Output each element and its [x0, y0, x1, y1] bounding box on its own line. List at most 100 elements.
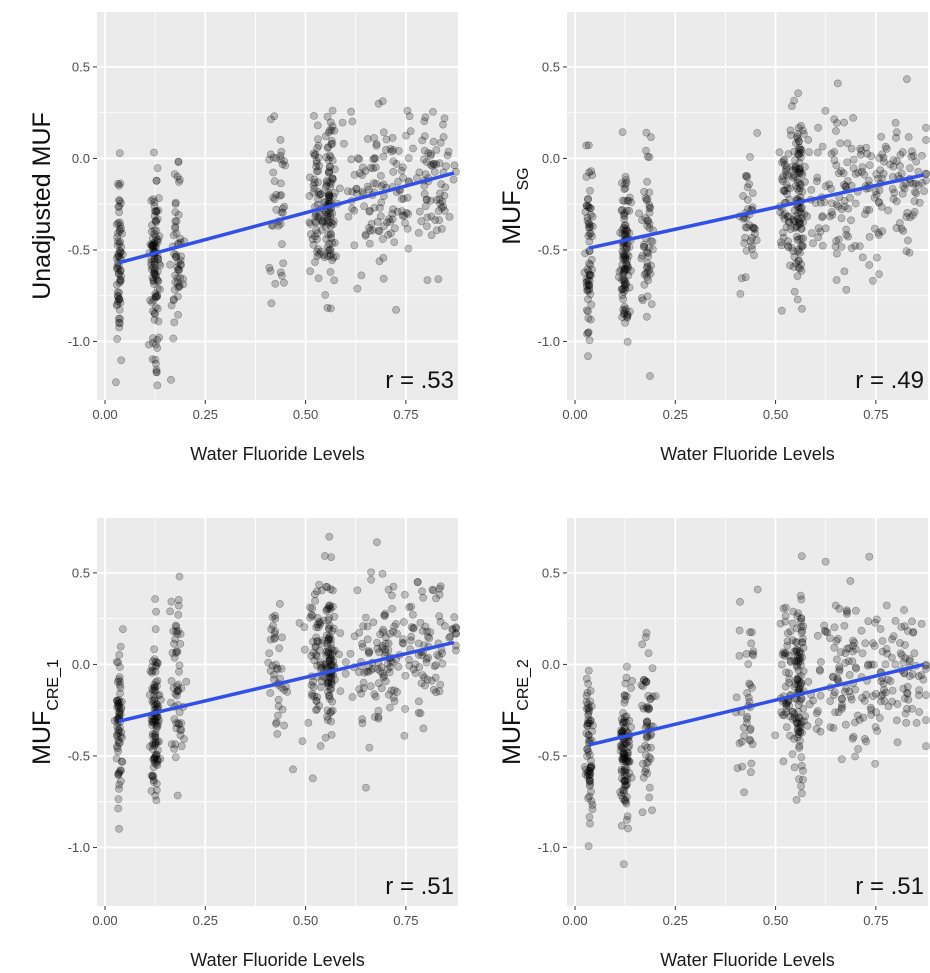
data-point [327, 677, 336, 686]
data-point [441, 183, 450, 192]
data-point [148, 241, 157, 250]
data-point [625, 206, 634, 215]
data-point [315, 580, 323, 589]
data-point [389, 146, 398, 154]
data-point [325, 193, 334, 201]
data-point [896, 162, 904, 170]
data-point [643, 216, 652, 225]
data-point [644, 691, 653, 700]
data-point [832, 200, 841, 209]
data-point [735, 626, 744, 635]
data-point [818, 213, 826, 221]
data-point [640, 243, 649, 251]
data-point [585, 766, 594, 775]
data-point [837, 705, 846, 713]
data-point [781, 617, 790, 626]
data-point [909, 628, 918, 637]
data-point [881, 660, 890, 669]
data-point [778, 158, 786, 167]
data-point [919, 675, 928, 684]
data-point [875, 714, 884, 722]
data-point [587, 787, 595, 796]
data-point [741, 233, 749, 242]
data-point [794, 609, 803, 618]
data-point [172, 647, 181, 655]
data-point [361, 230, 370, 239]
data-point [271, 611, 279, 620]
data-point [330, 646, 339, 655]
data-point [116, 179, 125, 188]
data-point [306, 230, 315, 239]
data-point [327, 680, 336, 688]
data-point [641, 768, 649, 776]
data-point [647, 237, 655, 245]
data-point [620, 716, 629, 725]
data-point [306, 220, 315, 228]
data-point [624, 263, 632, 272]
data-point [864, 660, 873, 669]
data-point [156, 261, 165, 270]
data-point [622, 799, 631, 808]
data-point [620, 698, 629, 707]
data-point [833, 79, 842, 88]
data-point [144, 340, 153, 349]
data-point [268, 661, 277, 670]
data-point [785, 217, 793, 226]
data-point [149, 148, 158, 157]
data-point [153, 291, 162, 300]
data-point [792, 718, 801, 727]
data-point [888, 697, 896, 706]
data-point [269, 670, 278, 679]
data-point [792, 259, 800, 268]
data-point [743, 714, 751, 723]
data-point [308, 235, 317, 244]
data-point [171, 635, 180, 644]
data-point [149, 776, 158, 785]
data-point [150, 683, 159, 691]
data-point [309, 240, 318, 249]
data-point [180, 735, 188, 743]
data-point [363, 622, 372, 631]
data-point [896, 639, 904, 647]
data-point [275, 191, 284, 200]
data-point [313, 693, 321, 701]
data-point [860, 170, 869, 179]
data-point [639, 773, 648, 782]
data-point [641, 633, 650, 642]
data-point [747, 759, 756, 768]
data-point [377, 198, 386, 207]
data-point [644, 249, 652, 257]
data-point [584, 280, 593, 289]
data-point [779, 648, 788, 657]
data-point [346, 649, 355, 658]
data-point [339, 139, 348, 148]
data-point [315, 646, 324, 655]
data-point [327, 654, 335, 663]
data-point [325, 532, 334, 541]
data-point [914, 181, 923, 190]
data-point [621, 278, 630, 287]
data-point [892, 128, 901, 137]
data-point [620, 777, 629, 785]
data-point [322, 176, 331, 185]
data-point [852, 606, 860, 615]
data-point [151, 289, 160, 298]
data-point [621, 781, 630, 789]
data-point [789, 170, 798, 179]
data-point [327, 661, 336, 670]
data-point [114, 252, 122, 261]
data-point [114, 770, 123, 779]
data-point [423, 632, 432, 641]
data-point [585, 771, 594, 780]
data-point [771, 731, 780, 740]
data-point [862, 737, 870, 746]
data-point [900, 622, 909, 631]
data-point [796, 736, 804, 745]
data-point [115, 673, 124, 682]
data-point [153, 235, 162, 244]
data-point [782, 668, 790, 677]
data-point [149, 241, 158, 250]
data-point [875, 231, 883, 239]
data-point [876, 625, 885, 633]
